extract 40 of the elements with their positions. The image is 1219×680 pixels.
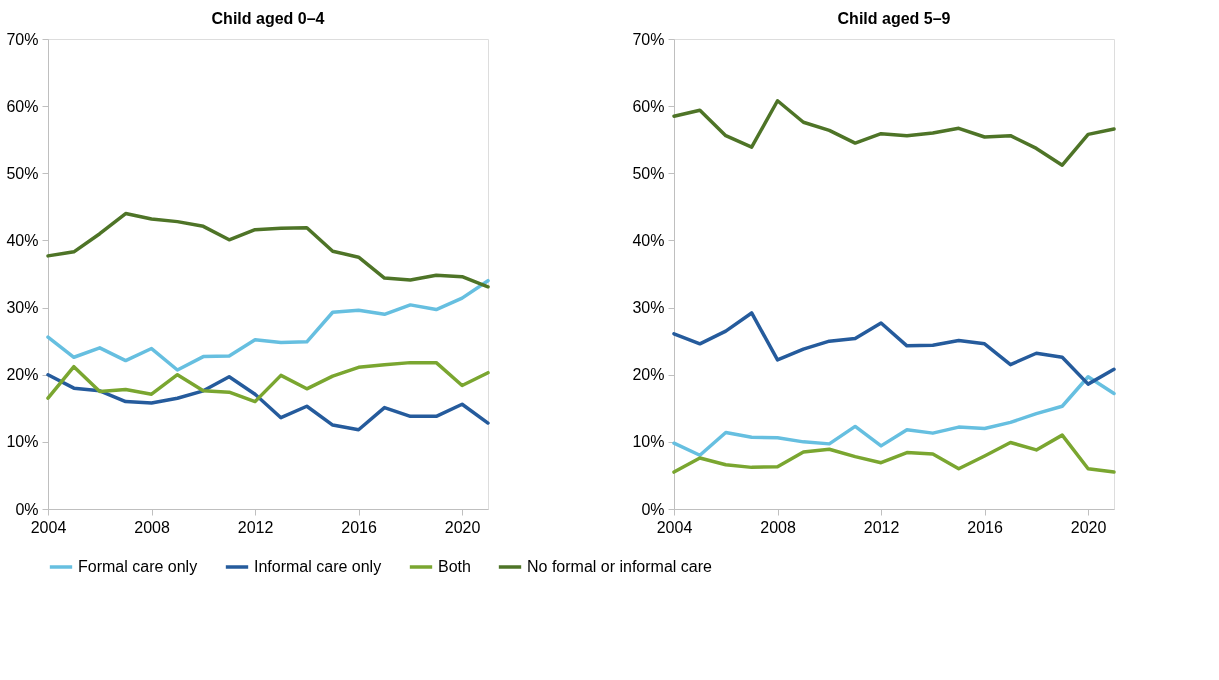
line-series: [672, 433, 1116, 474]
x-tick-label: 2012: [237, 518, 274, 536]
legend-label: Formal care only: [78, 558, 198, 575]
legend-label: Both: [438, 558, 471, 575]
y-tick-label: 20%: [6, 366, 39, 384]
line-series: [672, 374, 1116, 458]
y-tick-label: 10%: [6, 433, 39, 451]
line-series: [672, 311, 1116, 386]
y-tick-label: 0%: [641, 500, 665, 518]
y-tick-label: 0%: [15, 500, 39, 518]
y-tick-label: 20%: [632, 366, 665, 384]
y-tick-label: 40%: [6, 231, 39, 249]
x-tick-label: 2020: [1070, 518, 1107, 536]
x-tick-label: 2004: [30, 518, 67, 536]
x-tick-label: 2008: [134, 518, 170, 536]
y-tick-label: 70%: [6, 30, 39, 48]
x-tick-label: 2012: [863, 518, 900, 536]
y-tick-label: 40%: [632, 231, 665, 249]
line-series: [46, 278, 490, 372]
y-tick-label: 60%: [6, 97, 39, 115]
line-series: [46, 360, 490, 404]
x-tick-label: 2016: [341, 518, 377, 536]
line-series: [46, 372, 490, 432]
y-tick-label: 70%: [632, 30, 665, 48]
y-tick-label: 30%: [6, 299, 39, 317]
y-tick-label: 50%: [632, 164, 665, 182]
y-tick-label: 30%: [632, 299, 665, 317]
y-tick-label: 10%: [632, 433, 665, 451]
chart-title: Child aged 0–4: [211, 10, 325, 27]
x-tick-label: 2020: [444, 518, 481, 536]
line-series: [672, 99, 1116, 167]
y-tick-label: 60%: [632, 97, 665, 115]
chart-title: Child aged 5–9: [837, 10, 951, 27]
x-tick-label: 2004: [656, 518, 693, 536]
y-tick-label: 50%: [6, 164, 39, 182]
line-series: [46, 211, 490, 289]
x-tick-label: 2016: [967, 518, 1003, 536]
x-tick-label: 2008: [760, 518, 796, 536]
legend-label: Informal care only: [254, 558, 382, 575]
legend-label: No formal or informal care: [527, 558, 713, 575]
